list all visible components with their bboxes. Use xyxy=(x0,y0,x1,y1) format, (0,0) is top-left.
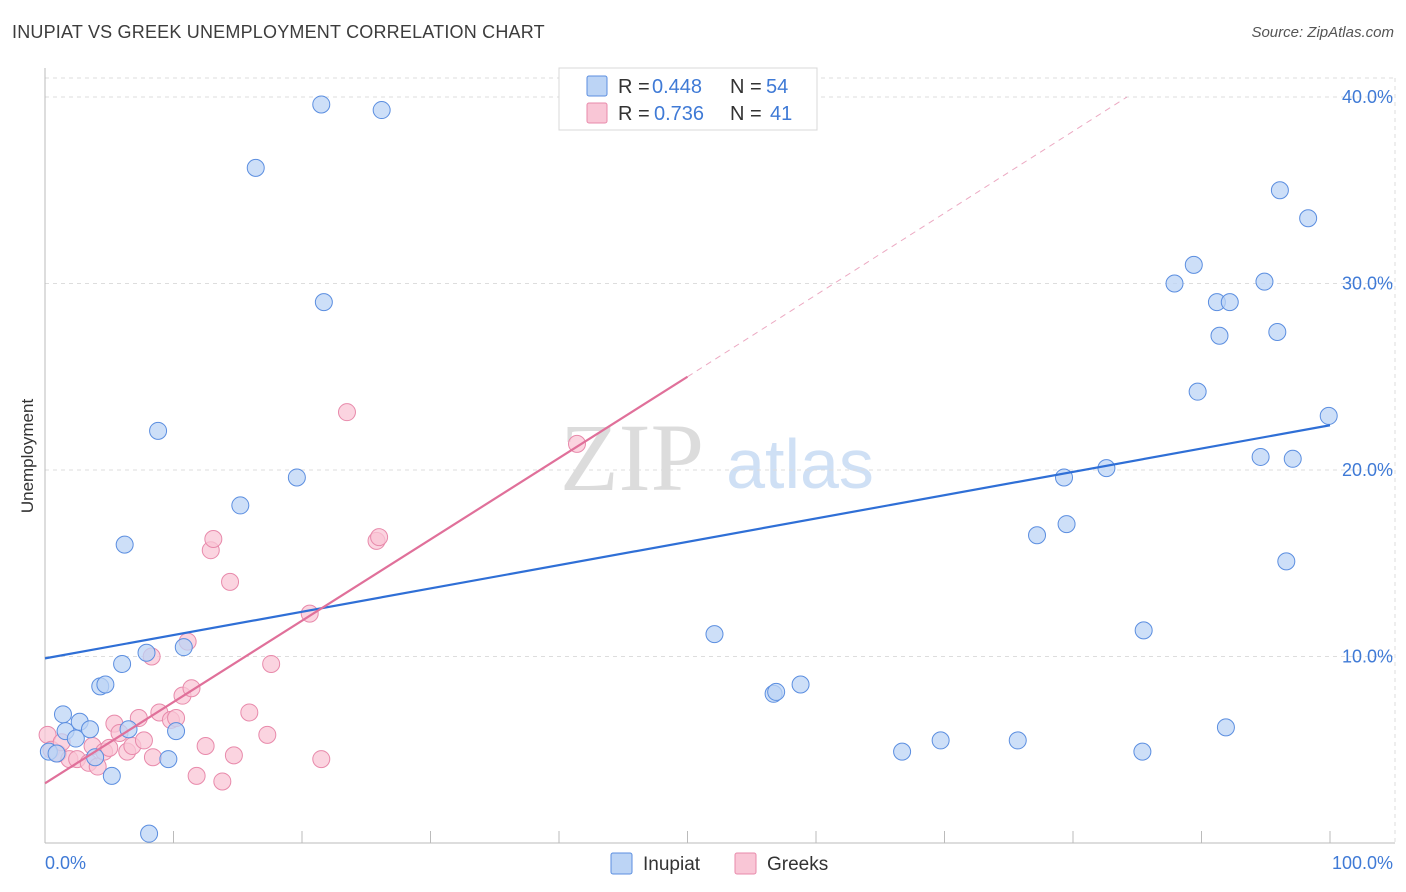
bottom-legend: Inupiat Greeks xyxy=(610,852,828,875)
inupiat-point xyxy=(159,750,178,769)
inupiat-point xyxy=(1097,459,1116,478)
inupiat-point xyxy=(1319,406,1338,425)
inupiat-point xyxy=(1270,181,1289,200)
bottom-legend-swatch-greeks xyxy=(734,852,757,875)
inupiat-point xyxy=(53,705,72,724)
chart-title: INUPIAT VS GREEK UNEMPLOYMENT CORRELATIO… xyxy=(12,22,545,42)
inupiat-point xyxy=(1057,515,1076,534)
inupiat-point xyxy=(1268,322,1287,341)
inupiat-point xyxy=(1299,209,1318,228)
inupiat-point xyxy=(931,731,950,750)
bottom-legend-swatch-inupiat xyxy=(610,852,633,875)
legend-box: R = 0.448 N = 54 R = 0.736 N = 41 xyxy=(558,67,818,131)
bottom-legend-label-greeks: Greeks xyxy=(767,854,828,875)
inupiat-point xyxy=(174,638,193,657)
inupiat-point xyxy=(767,682,786,701)
legend-n-label-inupiat: N = xyxy=(730,76,762,98)
inupiat-point xyxy=(246,158,265,177)
legend-r-value-greeks: 0.736 xyxy=(654,103,704,125)
greeks-point xyxy=(224,746,243,765)
greeks-point xyxy=(134,731,153,750)
legend-r-label-greeks: R = xyxy=(618,103,650,125)
inupiat-point xyxy=(102,766,121,785)
greeks-point xyxy=(258,725,277,744)
greeks-point xyxy=(213,772,232,791)
inupiat-point xyxy=(1008,731,1027,750)
bottom-legend-label-inupiat: Inupiat xyxy=(643,854,701,875)
gridlines xyxy=(45,77,1396,843)
inupiat-trend-line xyxy=(44,424,1331,660)
greeks-point xyxy=(143,748,162,767)
inupiat-point xyxy=(1165,274,1184,293)
greeks-point xyxy=(312,750,331,769)
inupiat-point xyxy=(1134,621,1153,640)
inupiat-point xyxy=(1184,255,1203,274)
x-tick-label-max: 100.0% xyxy=(1332,853,1393,873)
legend-n-value-greeks: 41 xyxy=(770,103,792,125)
inupiat-point xyxy=(1251,447,1270,466)
inupiat-point xyxy=(149,421,168,440)
greeks-point xyxy=(196,737,215,756)
legend-swatch-inupiat xyxy=(586,75,608,97)
inupiat-point xyxy=(140,824,159,843)
greeks-point xyxy=(187,766,206,785)
inupiat-point xyxy=(1277,552,1296,571)
inupiat-point xyxy=(1216,718,1235,737)
y-tick-label: 10.0% xyxy=(1342,647,1393,667)
inupiat-point xyxy=(47,744,66,763)
inupiat-point xyxy=(705,625,724,644)
greeks-point xyxy=(240,703,259,722)
watermark-atlas: atlas xyxy=(726,425,874,503)
inupiat-point xyxy=(96,675,115,694)
greeks-point xyxy=(262,654,281,673)
inupiat-point xyxy=(791,675,810,694)
y-tick-label: 20.0% xyxy=(1342,460,1393,480)
legend-swatch-greeks xyxy=(586,102,608,124)
legend-n-value-inupiat: 54 xyxy=(766,76,788,98)
trend-lines xyxy=(44,96,1331,785)
inupiat-point xyxy=(113,654,132,673)
inupiat-point xyxy=(314,293,333,312)
x-tick-label-min: 0.0% xyxy=(45,853,86,873)
inupiat-point xyxy=(1210,326,1229,345)
inupiat-point xyxy=(66,729,85,748)
inupiat-point xyxy=(1255,272,1274,291)
greeks-point xyxy=(337,403,356,422)
inupiat-point xyxy=(1188,382,1207,401)
inupiat-point xyxy=(372,101,391,120)
inupiat-point xyxy=(893,742,912,761)
inupiat-point xyxy=(80,720,99,739)
inupiat-point xyxy=(115,535,134,554)
inupiat-point xyxy=(137,643,156,662)
greeks-point xyxy=(370,528,389,547)
greeks-trend-extension xyxy=(687,96,1128,378)
inupiat-point xyxy=(1283,449,1302,468)
greeks-point xyxy=(204,530,223,549)
tick-labels: 10.0% 20.0% 30.0% 40.0% 0.0% 100.0% xyxy=(45,87,1393,873)
inupiat-point xyxy=(231,496,250,515)
greeks-trend-line xyxy=(44,375,689,785)
inupiat-point xyxy=(287,468,306,487)
inupiat-point xyxy=(1220,293,1239,312)
inupiat-point xyxy=(167,722,186,741)
legend-r-value-inupiat: 0.448 xyxy=(652,76,702,98)
legend-n-label-greeks: N = xyxy=(730,103,762,125)
inupiat-point xyxy=(312,95,331,114)
y-tick-label: 30.0% xyxy=(1342,274,1393,294)
watermark-zip: ZIP xyxy=(560,404,704,511)
axes xyxy=(44,68,1395,844)
inupiat-point xyxy=(1028,526,1047,545)
greeks-point xyxy=(221,572,240,591)
inupiat-point xyxy=(1133,742,1152,761)
source-credit: Source: ZipAtlas.com xyxy=(1251,24,1394,41)
legend-r-label-inupiat: R = xyxy=(618,76,650,98)
y-tick-label: 40.0% xyxy=(1342,87,1393,107)
